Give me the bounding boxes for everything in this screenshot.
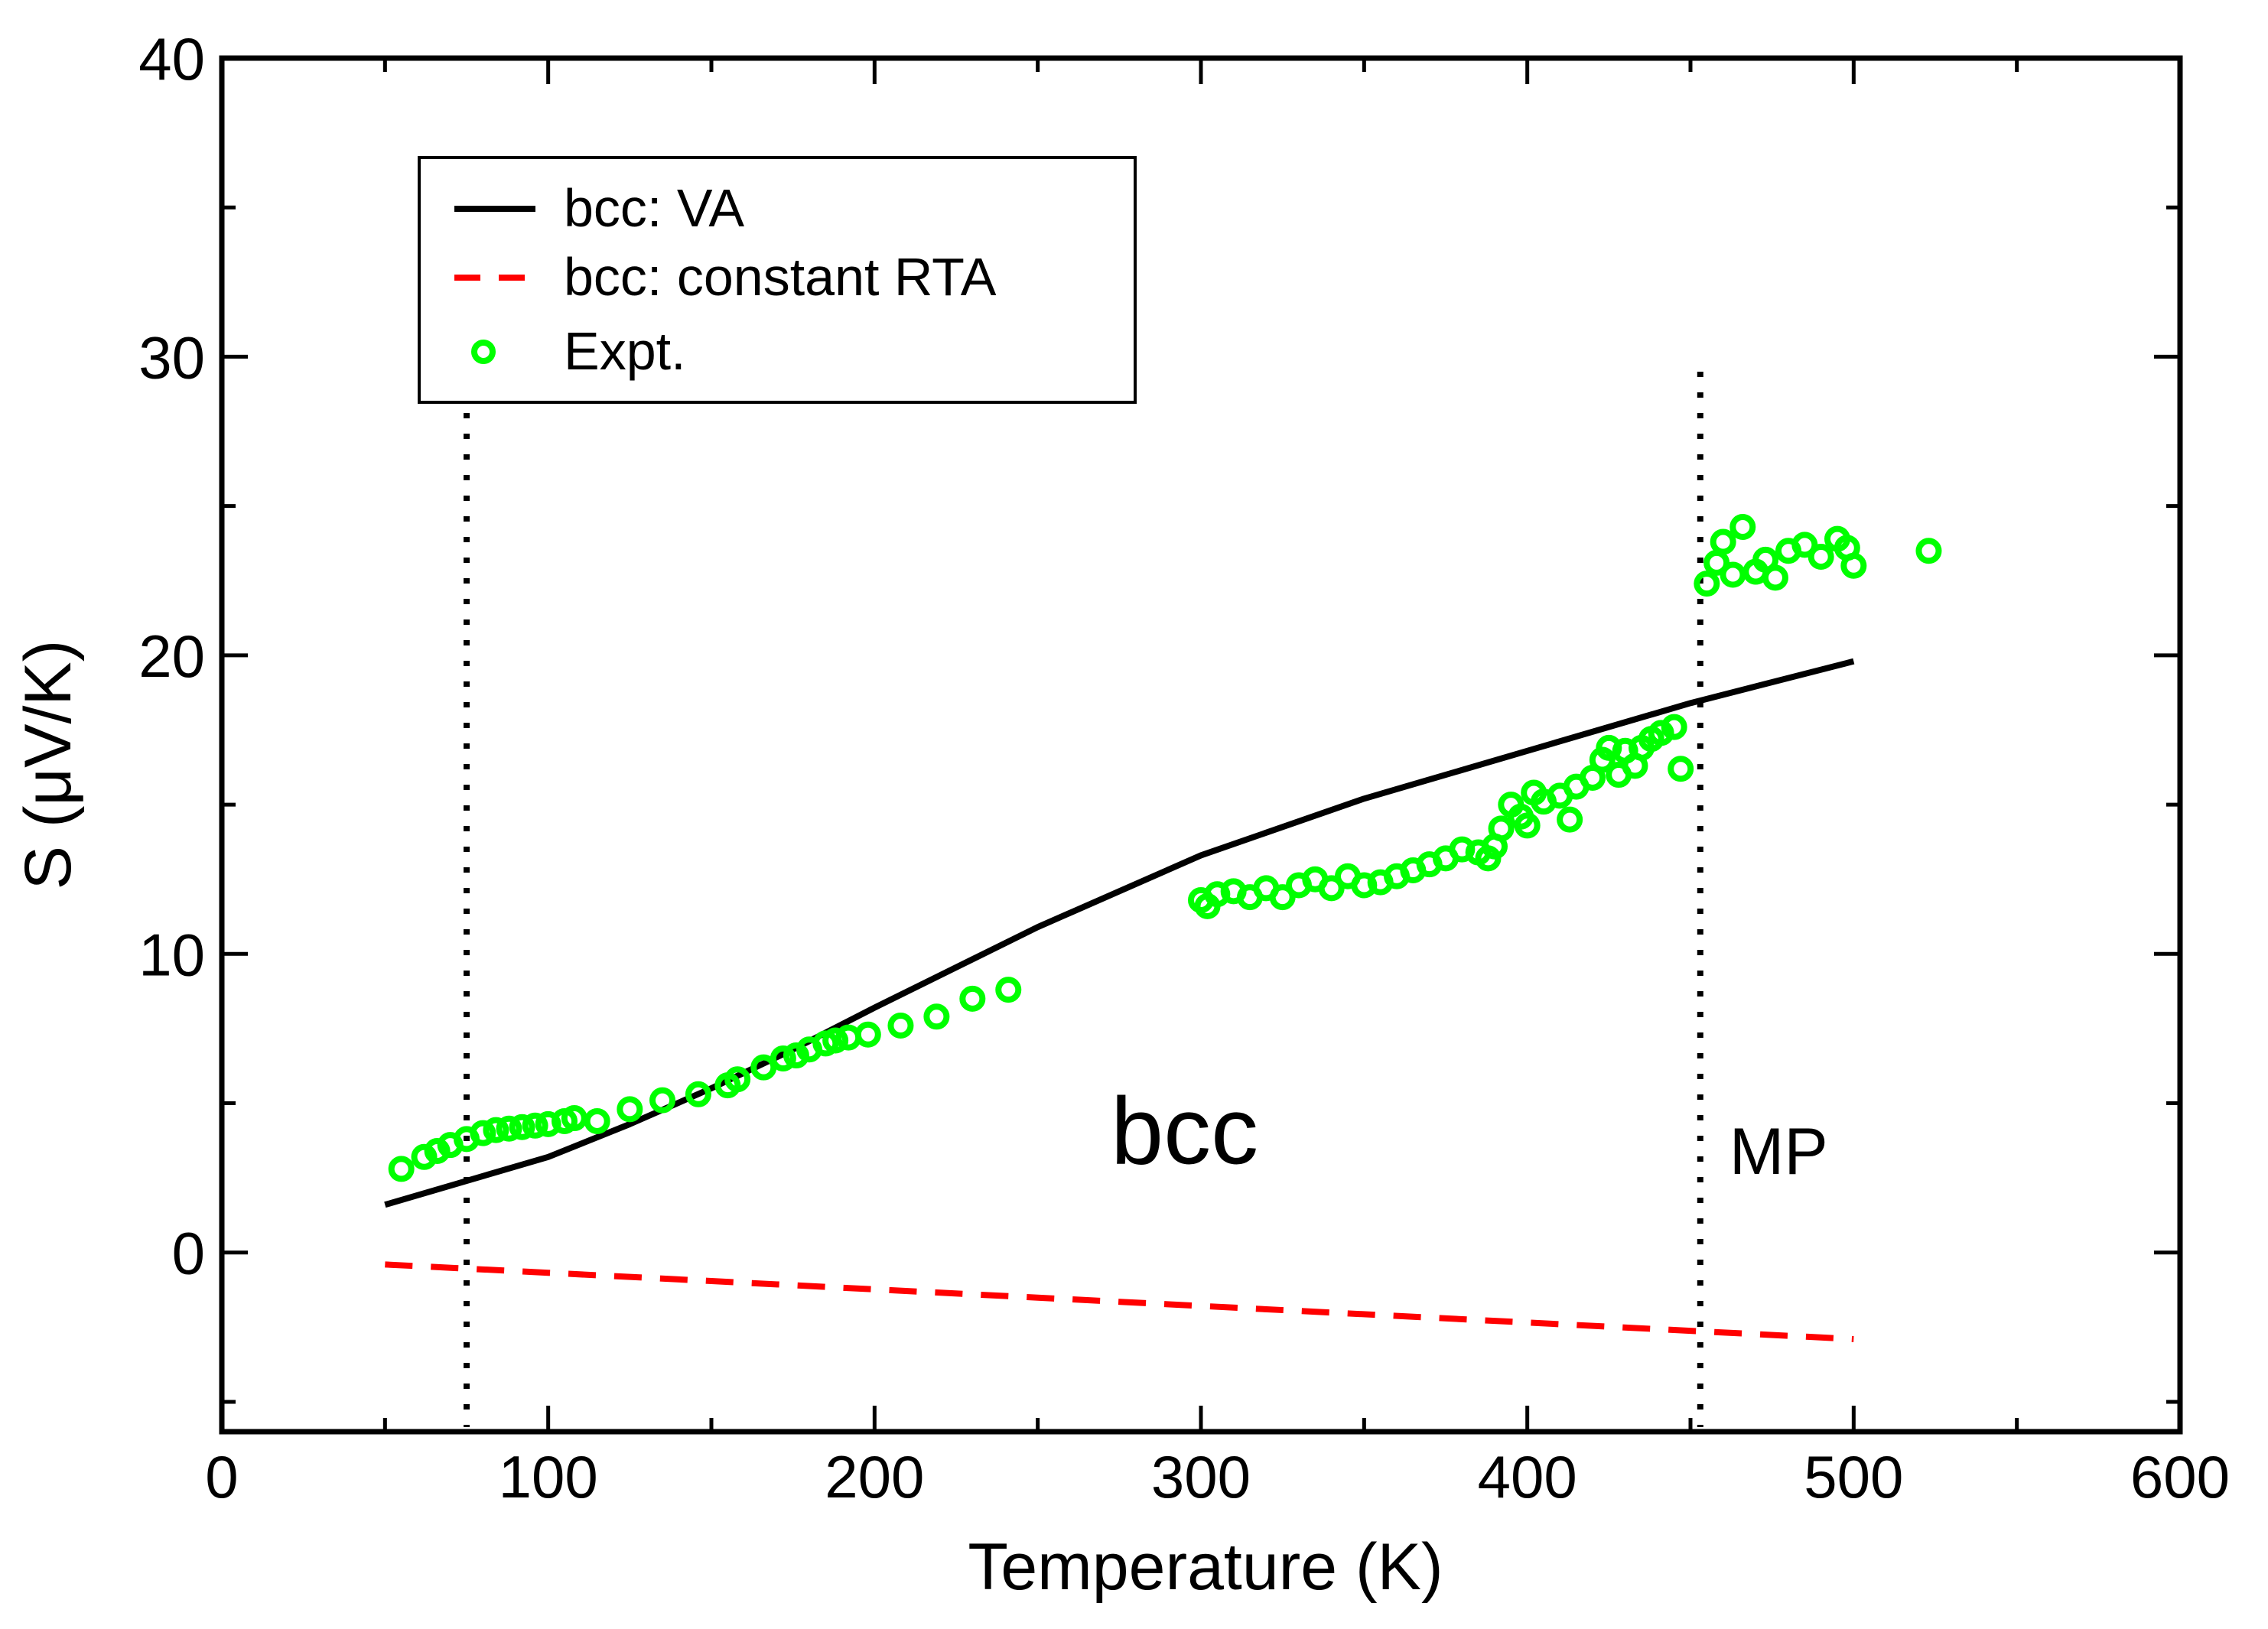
expt-point bbox=[483, 1117, 509, 1143]
legend-swatch-expt bbox=[471, 340, 496, 364]
x-tick-label: 200 bbox=[825, 1443, 924, 1510]
expt-point bbox=[584, 1107, 610, 1134]
expt-point bbox=[1710, 528, 1736, 555]
expt-point bbox=[1668, 756, 1694, 782]
expt-point bbox=[522, 1112, 548, 1139]
expt-point bbox=[750, 1054, 777, 1081]
x-axis-title: Temperature (K) bbox=[968, 1530, 1443, 1604]
expt-point bbox=[1694, 571, 1720, 597]
legend: bcc: VA bcc: constant RTA Expt. bbox=[418, 156, 1137, 404]
expt-point bbox=[1318, 875, 1345, 902]
expt-point bbox=[1557, 806, 1583, 833]
expt-point bbox=[1729, 513, 1756, 540]
expt-point bbox=[1648, 720, 1674, 746]
annotation-mp: MP bbox=[1729, 1115, 1828, 1188]
expt-point bbox=[685, 1081, 711, 1107]
expt-point bbox=[822, 1027, 849, 1054]
expt-point bbox=[923, 1003, 950, 1030]
expt-point bbox=[1488, 815, 1515, 842]
y-tick-label: 40 bbox=[138, 25, 205, 93]
x-tick-label: 400 bbox=[1478, 1443, 1577, 1510]
expt-point bbox=[1514, 812, 1541, 839]
expt-point bbox=[509, 1114, 535, 1140]
expt-point bbox=[995, 977, 1022, 1003]
expt-point bbox=[1661, 714, 1687, 740]
expt-point bbox=[424, 1137, 451, 1164]
expt-point bbox=[1840, 552, 1867, 579]
expt-point bbox=[1269, 884, 1296, 911]
expt-point bbox=[1808, 544, 1834, 571]
expt-point bbox=[561, 1105, 587, 1132]
expt-point bbox=[1762, 564, 1788, 591]
expt-point bbox=[411, 1143, 438, 1170]
expt-point bbox=[1915, 538, 1942, 564]
legend-label-rta: bcc: constant RTA bbox=[564, 247, 997, 307]
y-tick-label: 0 bbox=[172, 1220, 205, 1287]
y-tick-label: 10 bbox=[138, 921, 205, 988]
expt-point bbox=[470, 1120, 496, 1146]
expt-point bbox=[617, 1096, 643, 1123]
expt-point bbox=[959, 985, 986, 1012]
x-tick-label: 600 bbox=[2130, 1443, 2230, 1510]
expt-point bbox=[1791, 532, 1818, 558]
expt-point bbox=[388, 1156, 415, 1182]
y-tick-label: 30 bbox=[138, 324, 205, 391]
expt-point bbox=[649, 1087, 675, 1114]
expt-point bbox=[770, 1045, 796, 1071]
legend-label-va: bcc: VA bbox=[564, 178, 744, 238]
x-tick-label: 500 bbox=[1804, 1443, 1903, 1510]
expt-point bbox=[854, 1021, 881, 1048]
x-tick-label: 100 bbox=[499, 1443, 598, 1510]
y-axis-title: S (μV/K) bbox=[11, 640, 85, 890]
y-tick-label: 20 bbox=[138, 623, 205, 690]
series-line-va bbox=[384, 658, 1855, 1208]
expt-point bbox=[724, 1066, 751, 1093]
expt-point bbox=[783, 1042, 809, 1069]
expt-point bbox=[496, 1115, 522, 1142]
expt-point bbox=[1720, 561, 1746, 588]
plot-layer: 0 100 200 300 400 500 600 0 10 20 30 40 bbox=[138, 25, 2230, 1510]
series-line-rta bbox=[385, 1261, 1854, 1342]
legend-label-expt: Expt. bbox=[564, 321, 686, 381]
expt-point bbox=[887, 1013, 914, 1039]
annotation-bcc: bcc bbox=[1111, 1079, 1258, 1185]
x-tick-label: 0 bbox=[205, 1443, 238, 1510]
x-tick-label: 300 bbox=[1151, 1443, 1251, 1510]
legend-box bbox=[418, 156, 1137, 404]
